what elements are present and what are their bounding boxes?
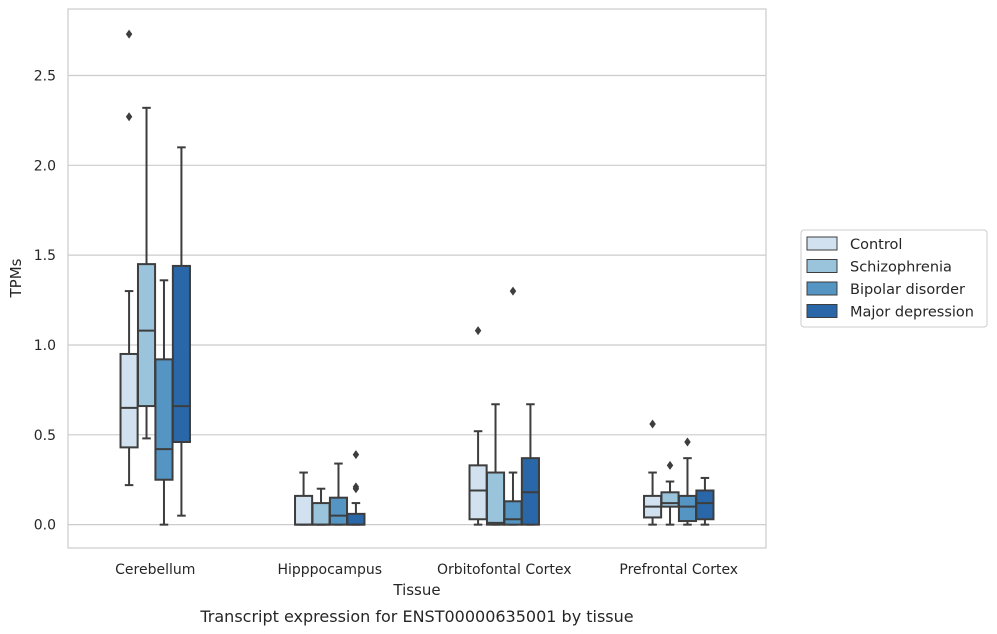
box-group [294,471,314,526]
box-group [660,460,680,526]
box-group [311,487,331,526]
x-tick-labels: Cerebellum Hipppocampus Orbitofontal Corte… [115,562,738,578]
y-tick-label: 0.0 [34,518,56,534]
x-tick-label: Prefrontal Cortex [619,562,738,578]
box [328,496,349,526]
y-tick-label: 0.5 [34,428,56,444]
box [311,502,331,526]
box-group [346,450,366,526]
box [154,358,174,481]
x-tick-label: Cerebellum [115,562,195,578]
box-group [171,146,191,517]
box [119,352,139,449]
box [468,464,488,521]
y-tick-label: 2.0 [34,158,56,174]
box-group [136,106,157,440]
outlier-point [352,484,360,494]
legend-swatch [806,304,838,318]
box [136,263,157,408]
box [695,489,715,521]
outlier-point [649,419,656,429]
figure-caption: Transcript expression for ENST0000063500… [199,607,633,626]
box-group [154,279,174,526]
box [677,494,698,523]
y-tick-label: 2.5 [34,68,56,84]
box-group [643,419,663,526]
outlier-point [352,450,360,460]
box-layer [119,29,715,526]
outlier-point [125,29,133,39]
outlier-point [684,437,691,447]
legend-swatch [806,281,838,296]
legend-label: Major depression [850,305,974,321]
x-tick-label: Hipppocampus [277,562,382,578]
legend-label: Schizophrenia [850,260,952,276]
y-axis-title: TPMs [7,258,25,298]
box-group [695,476,715,526]
legend-items: Control Schizophrenia Bipolar disorder Majo… [806,236,974,321]
box-group [328,462,349,526]
box-group [119,29,139,487]
outlier-point [474,326,482,336]
outlier-point [125,112,133,122]
box [294,494,314,526]
box [503,500,523,526]
box [485,471,506,526]
box [660,491,680,508]
outlier-point [666,460,674,470]
y-tick-label: 1.5 [34,248,56,264]
box-group [503,286,523,526]
y-tick-labels: 0.0 0.5 1.0 1.5 2.0 2.5 [34,68,56,533]
box-group [520,403,540,526]
x-tick-label: Orbitofontal Cortex [437,562,572,578]
legend-frame [800,229,988,328]
legend-label: Bipolar disorder [850,282,965,298]
x-axis-title: Tissue [392,581,440,599]
plot-frame [67,8,767,549]
box-group [485,403,506,526]
legend-swatch [806,259,838,273]
box-group [468,326,488,526]
legend-swatch [806,236,838,251]
box [346,512,366,526]
box [171,264,191,443]
outlier-point [509,286,517,296]
box-group [677,437,698,526]
legend: Control Schizophrenia Bipolar disorder Majo… [800,229,988,328]
y-tick-label: 1.0 [34,338,56,354]
legend-label: Control [850,237,902,253]
